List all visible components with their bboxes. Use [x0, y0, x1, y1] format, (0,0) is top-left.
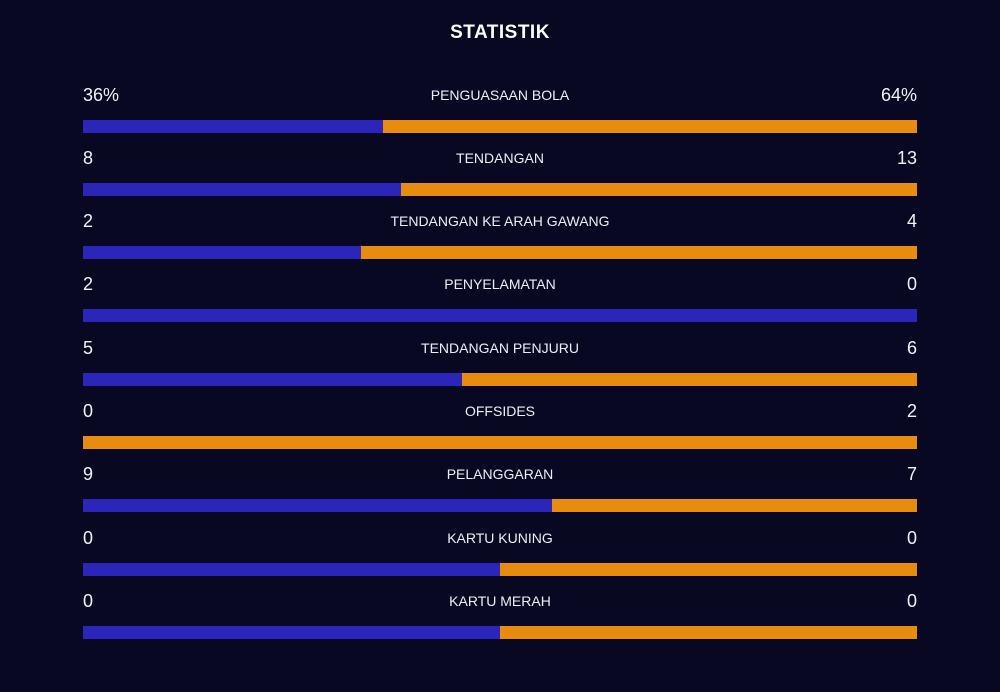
stat-label: TENDANGAN KE ARAH GAWANG — [390, 213, 610, 229]
comparison-bar — [83, 120, 917, 133]
away-value: 0 — [906, 528, 917, 548]
away-value: 6 — [906, 338, 917, 358]
stat-label: PELANGGARAN — [446, 466, 554, 482]
stats-title: STATISTIK — [450, 22, 550, 43]
home-bar-fill — [83, 309, 917, 322]
away-value: 0 — [906, 274, 917, 294]
home-bar-fill — [83, 499, 553, 512]
stat-label: TENDANGAN PENJURU — [421, 340, 579, 356]
stat-row-shots: 8 TENDANGAN 13 — [83, 147, 917, 207]
home-bar-fill — [83, 246, 361, 259]
comparison-bar — [83, 436, 917, 449]
stat-label: KARTU KUNING — [447, 530, 553, 546]
stat-row-possession: 36% PENGUASAAN BOLA 64% — [83, 84, 917, 144]
away-value: 7 — [906, 464, 917, 484]
stat-row-fouls: 9 PELANGGARAN 7 — [83, 463, 917, 523]
stat-row-corners: 5 TENDANGAN PENJURU 6 — [83, 337, 917, 397]
comparison-bar — [83, 626, 917, 639]
home-bar-fill — [83, 120, 384, 133]
stat-label: KARTU MERAH — [449, 593, 551, 609]
away-value: 0 — [906, 591, 917, 611]
stat-row-offsides: 0 OFFSIDES 2 — [83, 400, 917, 460]
home-value: 2 — [83, 274, 94, 294]
stat-row-shots-on-target: 2 TENDANGAN KE ARAH GAWANG 4 — [83, 210, 917, 270]
home-bar-fill — [83, 626, 500, 639]
stat-label: TENDANGAN — [456, 150, 544, 166]
away-value: 4 — [906, 211, 917, 231]
comparison-bar — [83, 183, 917, 196]
home-value: 2 — [83, 211, 94, 231]
stat-label: OFFSIDES — [464, 403, 535, 419]
away-value: 2 — [906, 401, 917, 421]
comparison-bar — [83, 563, 917, 576]
away-value: 13 — [896, 148, 917, 168]
home-value: 8 — [83, 148, 94, 168]
comparison-bar — [83, 373, 917, 386]
stat-row-yellow-cards: 0 KARTU KUNING 0 — [83, 527, 917, 587]
home-bar-fill — [83, 183, 401, 196]
stat-label: PENGUASAAN BOLA — [430, 87, 570, 103]
stat-row-red-cards: 0 KARTU MERAH 0 — [83, 590, 917, 650]
comparison-bar — [83, 499, 917, 512]
home-value: 0 — [83, 401, 94, 421]
stat-label: PENYELAMATAN — [444, 276, 556, 292]
home-bar-fill — [83, 373, 463, 386]
comparison-bar — [83, 246, 917, 259]
home-value: 0 — [83, 528, 94, 548]
home-value: 9 — [83, 464, 94, 484]
away-value: 64% — [880, 85, 917, 105]
home-bar-fill — [83, 563, 500, 576]
comparison-bar — [83, 309, 917, 322]
home-value: 5 — [83, 338, 94, 358]
stat-row-saves: 2 PENYELAMATAN 0 — [83, 273, 917, 333]
home-value: 36% — [83, 85, 120, 105]
home-value: 0 — [83, 591, 94, 611]
